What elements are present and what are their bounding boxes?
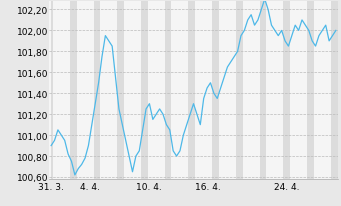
Bar: [165, 2, 172, 179]
Bar: [189, 2, 195, 179]
Bar: [307, 2, 314, 179]
Bar: [236, 2, 243, 179]
Bar: [70, 2, 77, 179]
Bar: [260, 2, 266, 179]
Bar: [331, 2, 338, 179]
Bar: [283, 2, 290, 179]
Bar: [141, 2, 148, 179]
Bar: [93, 2, 100, 179]
Bar: [212, 2, 219, 179]
Bar: [51, 2, 53, 179]
Bar: [117, 2, 124, 179]
